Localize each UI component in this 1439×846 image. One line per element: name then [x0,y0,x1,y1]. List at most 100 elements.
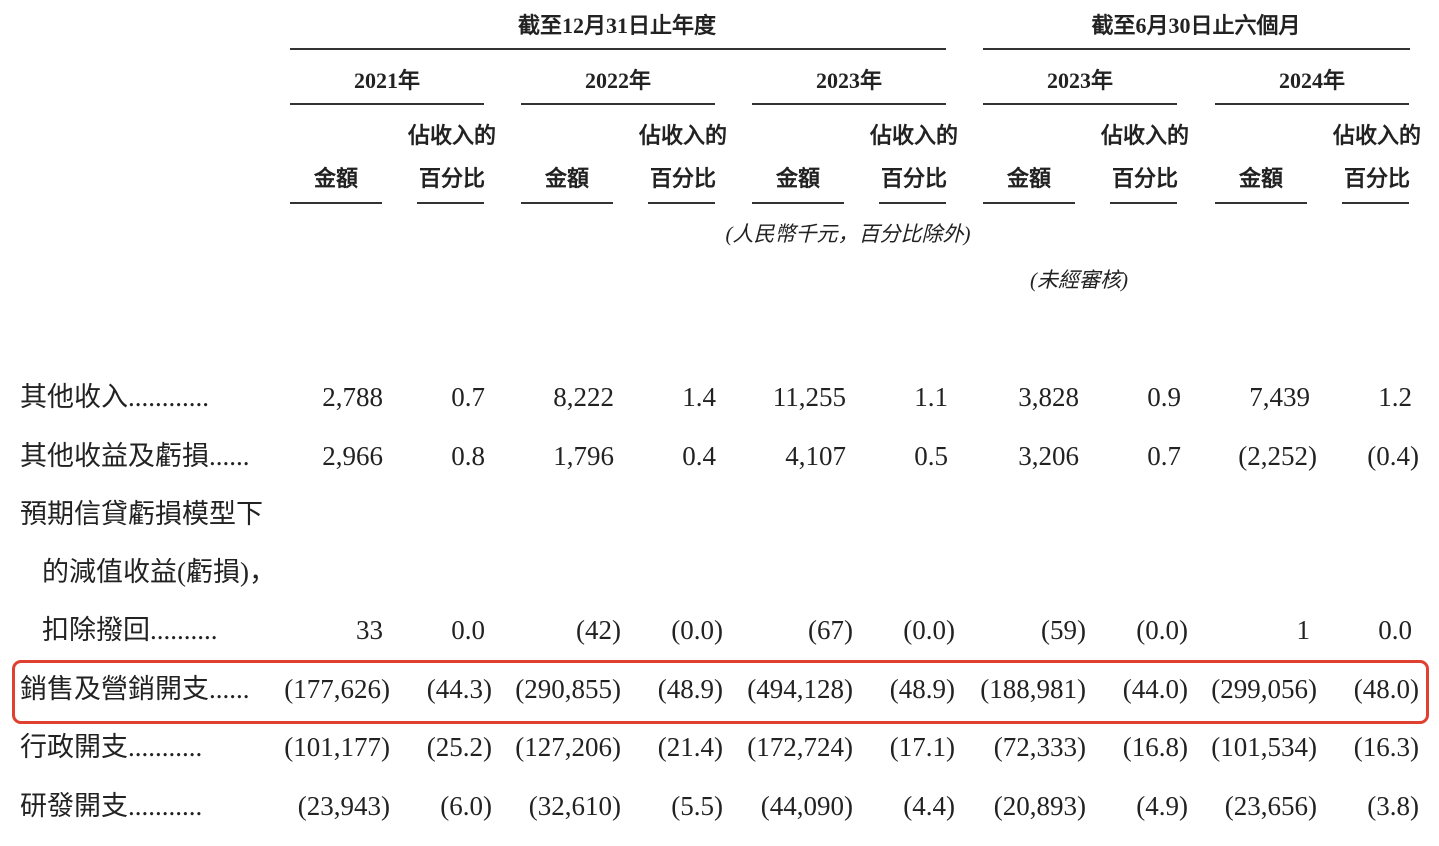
pct-cell: (48.9) [889,673,955,704]
year-header: 2021年 [353,68,421,93]
amount-cell: (101,177) [284,732,390,762]
pct-cell: 0.0 [451,615,485,645]
amount-cell: (32,610) [528,790,621,821]
pct-header: 佔收入的 [638,123,728,148]
amount-cell: (101,534) [1211,732,1317,762]
amount-cell: (23,656) [1224,790,1317,821]
pct-header: 百分比 [418,166,486,191]
amount-cell: (20,893) [993,790,1086,821]
pct-header: 百分比 [1343,166,1411,191]
pct-cell: (0.0) [1136,615,1188,645]
pct-cell: 0.5 [914,440,948,471]
pct-cell: (0.4) [1367,440,1419,471]
pct-cell: (0.0) [903,615,955,645]
pct-header: 佔收入的 [1100,123,1190,148]
amount-cell: 2,966 [322,440,383,471]
divider [752,103,946,105]
amount-cell: (59) [1041,615,1086,645]
amount-cell: 4,107 [785,440,846,471]
pct-cell: (44.0) [1122,673,1188,704]
row-label: 的減值收益(虧損)， [42,557,276,587]
pct-cell: 0.7 [451,382,485,412]
amount-cell: 8,222 [553,382,614,412]
year-header: 2023年 [1046,68,1114,93]
pct-cell: 0.8 [451,440,485,471]
amount-cell: (172,724) [747,732,853,762]
amount-header: 金額 [1006,166,1052,191]
divider [1110,202,1177,204]
divider [983,202,1075,204]
pct-cell: (6.0) [440,790,492,821]
pct-cell: 1.2 [1378,382,1412,412]
amount-cell: 2,788 [322,382,383,412]
row-label: 研發開支........... [20,790,203,821]
amount-header: 金額 [544,166,590,191]
amount-cell: (299,056) [1211,673,1317,704]
row-label: 其他收益及虧損...... [20,440,250,471]
highlight-box [12,660,1429,724]
pct-cell: (5.5) [671,790,723,821]
amount-header: 金額 [1238,166,1284,191]
unaudited-note: (未經審核) [1030,268,1128,292]
amount-cell: 11,255 [772,382,846,412]
divider [521,202,613,204]
divider [290,48,946,50]
amount-cell: (494,128) [747,673,853,704]
pct-cell: (48.0) [1353,673,1419,704]
pct-header: 百分比 [880,166,948,191]
pct-cell: (44.3) [426,673,492,704]
year-header: 2023年 [815,68,883,93]
year-header: 2024年 [1278,68,1346,93]
row-label: 預期信貸虧損模型下 [20,499,263,529]
amount-cell: 33 [356,615,383,645]
amount-cell: 3,206 [1018,440,1079,471]
amount-cell: 1,796 [553,440,614,471]
amount-cell: (44,090) [760,790,853,821]
amount-cell: (2,252) [1238,440,1317,471]
pct-cell: 1.4 [682,382,716,412]
divider [290,103,484,105]
unit-note: (人民幣千元，百分比除外) [725,222,971,246]
pct-cell: (48.9) [657,673,723,704]
pct-cell: (4.4) [903,790,955,821]
pct-header: 佔收入的 [407,123,497,148]
row-label: 行政開支........... [20,732,203,762]
period-header-six-months: 截至6月30日止六個月 [1091,13,1301,38]
amount-cell: (23,943) [297,790,390,821]
divider [648,202,715,204]
pct-cell: 0.7 [1147,440,1181,471]
pct-cell: 0.0 [1378,615,1412,645]
amount-cell: (42) [576,615,621,645]
pct-cell: 1.1 [914,382,948,412]
amount-cell: (72,333) [993,732,1086,762]
amount-cell: 1 [1296,615,1311,645]
divider [290,202,382,204]
amount-cell: (177,626) [284,673,390,704]
amount-cell: 7,439 [1249,382,1310,412]
divider [417,202,484,204]
pct-cell: (21.4) [657,732,723,762]
amount-cell: (67) [808,615,853,645]
row-label: 銷售及營銷開支...... [20,673,250,704]
year-header: 2022年 [584,68,652,93]
divider [983,103,1177,105]
divider [879,202,946,204]
row-label: 其他收入............ [20,382,209,412]
pct-cell: (17.1) [889,732,955,762]
pct-header: 佔收入的 [869,123,959,148]
amount-cell: (127,206) [515,732,621,762]
amount-cell: (188,981) [980,673,1086,704]
divider [983,48,1410,50]
pct-cell: 0.9 [1147,382,1181,412]
divider [521,103,715,105]
divider [1215,103,1409,105]
pct-header: 百分比 [649,166,717,191]
pct-cell: (4.9) [1136,790,1188,821]
pct-header: 佔收入的 [1332,123,1422,148]
pct-cell: (16.8) [1122,732,1188,762]
pct-cell: (25.2) [426,732,492,762]
divider [1342,202,1409,204]
row-label: 扣除撥回.......... [42,615,218,645]
divider [752,202,844,204]
